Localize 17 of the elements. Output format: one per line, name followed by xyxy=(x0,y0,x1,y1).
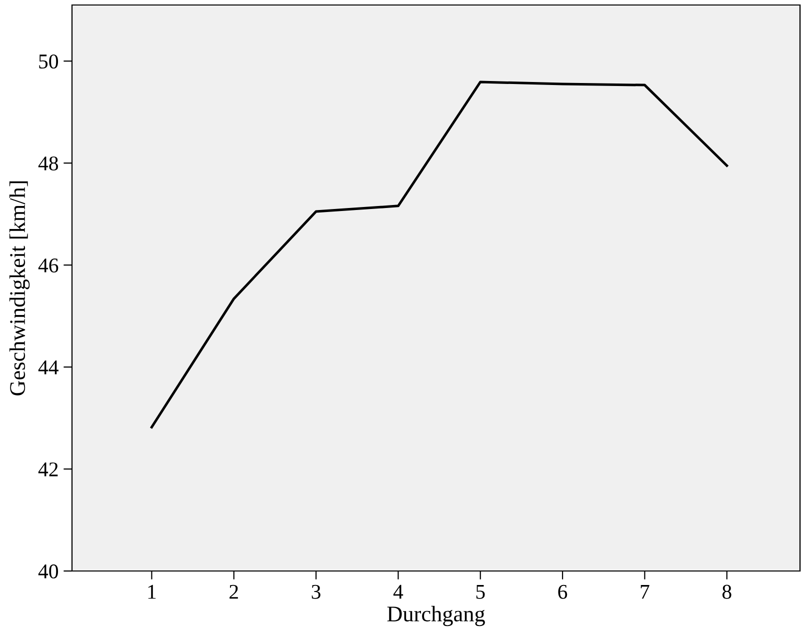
y-axis-title: Geschwindigkeit [km/h] xyxy=(9,181,30,396)
x-tick-label: 5 xyxy=(476,585,485,599)
line-series xyxy=(150,80,728,428)
y-tick-label: 40 xyxy=(38,564,58,578)
x-tick-label: 3 xyxy=(312,584,320,599)
x-tick-label: 2 xyxy=(230,584,238,599)
x-tick-label: 7 xyxy=(640,585,650,599)
y-tick-label: 50 xyxy=(39,54,58,69)
x-tick-label: 4 xyxy=(393,584,404,599)
y-tick-label: 46 xyxy=(38,258,58,272)
x-axis-title: Durchgang xyxy=(387,606,485,626)
x-tick-label: 6 xyxy=(558,584,568,599)
x-tick-label: 8 xyxy=(722,584,732,599)
x-tick-label: 1 xyxy=(148,584,156,599)
y-tick-label: 42 xyxy=(38,462,58,476)
y-tick-label: 44 xyxy=(38,360,58,374)
y-tick-label: 48 xyxy=(38,156,58,171)
